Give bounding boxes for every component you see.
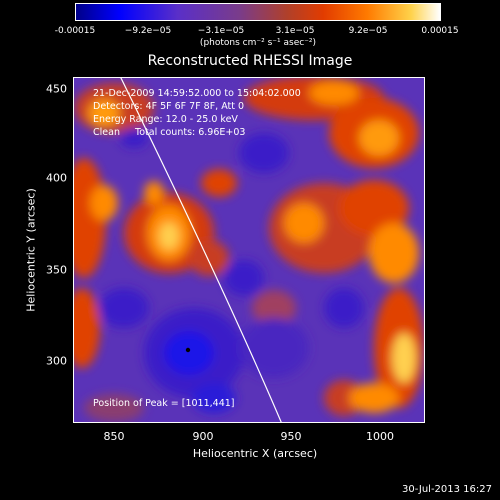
y-tick-label: 350	[46, 263, 67, 277]
colorbar	[75, 3, 441, 21]
y-axis-label: Heliocentric Y (arcsec)	[24, 188, 38, 312]
colorbar-tick: −9.2e−05	[124, 26, 172, 36]
colorbar-tick: -0.00015	[54, 26, 96, 36]
y-tick-label: 300	[46, 354, 67, 368]
y-tick-label: 450	[46, 82, 67, 96]
solar-limb-line	[120, 78, 282, 422]
energy-range-text: Energy Range: 12.0 - 25.0 keV	[93, 114, 238, 125]
date-stamp: 30-Jul-2013 16:27	[401, 484, 492, 495]
detectors-text: Detectors: 4F 5F 6F 7F 8F, Att 0	[93, 101, 245, 112]
x-tick-label: 900	[192, 430, 214, 443]
y-tick-label: 400	[46, 171, 67, 185]
colorbar-tick: 3.1e−05	[275, 26, 315, 36]
emission-blobs	[74, 78, 424, 422]
x-tick-label: 1000	[366, 430, 394, 443]
colorbar-tick: −3.1e−05	[197, 26, 245, 36]
colorbar-tick: 0.00015	[421, 26, 459, 36]
x-axis-label: Heliocentric X (arcsec)	[192, 447, 318, 460]
time-range-text: 21-Dec-2009 14:59:52.000 to 15:04:02.000	[93, 88, 301, 99]
colorbar-tick: 9.2e−05	[348, 26, 388, 36]
colorbar-units: (photons cm⁻² s⁻¹ asec⁻²)	[199, 38, 317, 48]
rhessi-image	[73, 77, 425, 423]
image-canvas	[74, 78, 424, 422]
x-tick-label: 850	[103, 430, 125, 443]
clean-counts-text: Clean Total counts: 6.96E+03	[93, 127, 246, 138]
plot-title: Reconstructed RHESSI Image	[147, 53, 353, 69]
peak-position-text: Position of Peak = [1011,441]	[93, 398, 235, 409]
peak-marker	[185, 347, 191, 353]
x-tick-label: 950	[280, 430, 302, 443]
